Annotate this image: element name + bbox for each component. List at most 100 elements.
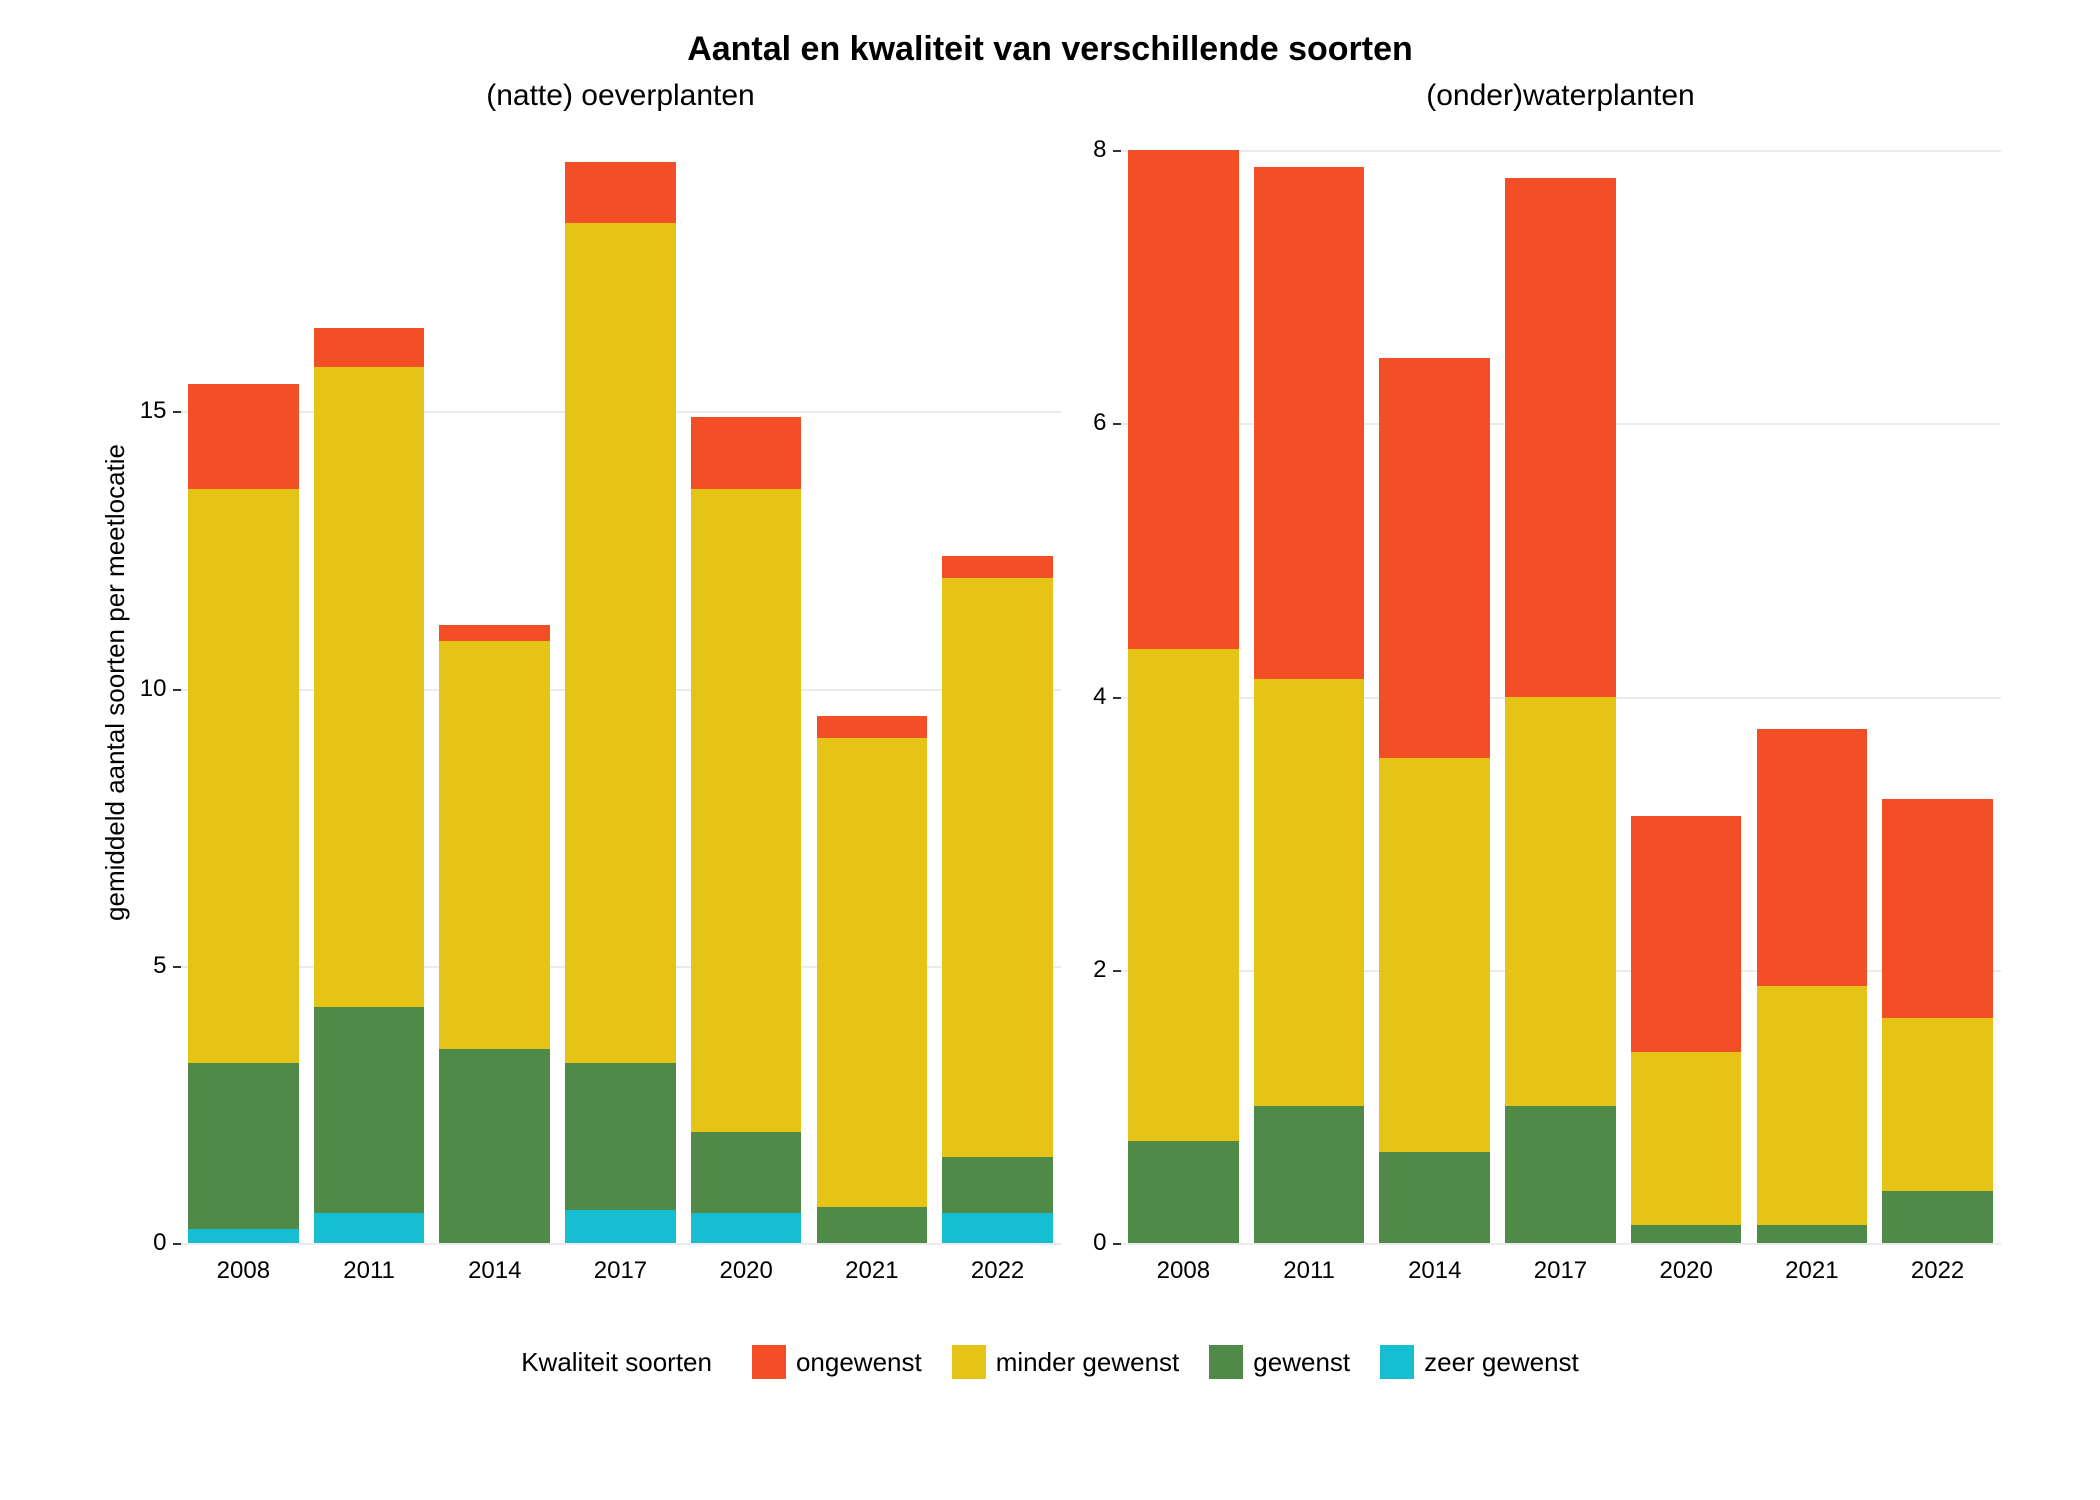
y-tick-label: 4 [1093,683,1120,711]
bar-segment-minder-gewenst [1882,1018,1993,1191]
bar-segment-gewenst [439,1049,550,1243]
bar-segment-gewenst [314,1007,425,1212]
bar-segment-ongewenst [1882,799,1993,1018]
bar-column [188,384,299,1243]
bar-column [565,162,676,1243]
legend-items: ongewenst minder gewenst gewenst zeer gewen… [752,1345,1579,1379]
x-tick-label: 2022 [1875,1257,2001,1285]
bar-segment-ongewenst [1379,358,1490,758]
x-axis: 2008201120142017202020212022 [1121,1257,2001,1285]
bar-segment-gewenst [691,1132,802,1212]
bar-segment-minder-gewenst [314,367,425,1007]
bar-segment-minder-gewenst [691,489,802,1132]
bar-column [1882,799,1993,1243]
bar-column [1254,167,1365,1243]
gridline [181,1243,1061,1245]
legend-item: minder gewenst [952,1345,1180,1379]
y-tick-label: 0 [1093,1229,1120,1257]
panel-title: (natte) oeverplanten [486,79,755,113]
bar-segment-minder-gewenst [1757,986,1868,1225]
y-tick-label: 5 [153,952,180,980]
bar-segment-zeer-gewenst [188,1229,299,1243]
bar-segment-zeer-gewenst [942,1213,1053,1243]
bars-container [1121,123,2001,1243]
x-tick-label: 2017 [558,1257,684,1285]
bar-segment-ongewenst [1254,167,1365,679]
bar-segment-ongewenst [1128,150,1239,649]
bar-segment-minder-gewenst [1379,758,1490,1151]
bar-column [1631,816,1742,1243]
x-tick-label: 2011 [306,1257,432,1285]
bar-column [1505,178,1616,1243]
bar-column [1757,729,1868,1243]
panels-row: gemiddeld aantal soorten per meetlocatie… [30,79,2070,1285]
x-axis: 2008201120142017202020212022 [181,1257,1061,1285]
panels-mount: (natte) oeverplanten05101520082011201420… [181,79,2001,1285]
bar-segment-gewenst [1379,1152,1490,1244]
x-tick-label: 2014 [1372,1257,1498,1285]
legend-item: ongewenst [752,1345,922,1379]
legend-swatch [952,1345,986,1379]
bar-segment-ongewenst [314,328,425,367]
bar-segment-ongewenst [1757,729,1868,986]
bar-segment-gewenst [942,1157,1053,1212]
chart-panel: (onder)waterplanten024682008201120142017… [1121,79,2001,1285]
legend-title: Kwaliteit soorten [521,1347,712,1378]
bar-segment-zeer-gewenst [314,1213,425,1243]
bar-segment-gewenst [817,1207,928,1243]
bar-segment-gewenst [1128,1141,1239,1243]
bar-segment-minder-gewenst [188,489,299,1063]
chart-panel: (natte) oeverplanten05101520082011201420… [181,79,1061,1285]
bar-segment-minder-gewenst [1505,697,1616,1107]
bar-segment-ongewenst [1631,816,1742,1052]
bar-segment-ongewenst [439,625,550,642]
plot-area: 02468 [1121,123,2001,1243]
y-tick-label: 15 [140,397,181,425]
legend-label: minder gewenst [996,1347,1180,1378]
x-tick-label: 2008 [181,1257,307,1285]
bar-column [817,716,928,1243]
plot-area: 051015 [181,123,1061,1243]
x-tick-label: 2011 [1246,1257,1372,1285]
legend-label: gewenst [1253,1347,1350,1378]
legend-swatch [1380,1345,1414,1379]
bar-column [1379,358,1490,1243]
legend-label: zeer gewenst [1424,1347,1579,1378]
bar-segment-ongewenst [188,384,299,489]
bar-segment-minder-gewenst [1254,679,1365,1107]
main-title: Aantal en kwaliteit van verschillende so… [30,30,2070,69]
y-tick-label: 0 [153,1229,180,1257]
y-axis-title: gemiddeld aantal soorten per meetlocatie [100,444,131,921]
bar-column [1128,150,1239,1243]
x-tick-label: 2021 [1749,1257,1875,1285]
bar-column [439,625,550,1243]
y-tick-label: 6 [1093,409,1120,437]
legend-swatch [1209,1345,1243,1379]
y-tick-label: 8 [1093,136,1120,164]
bar-segment-zeer-gewenst [565,1210,676,1243]
bar-segment-gewenst [188,1063,299,1229]
bar-segment-gewenst [1254,1106,1365,1243]
bar-segment-zeer-gewenst [691,1213,802,1243]
bar-segment-minder-gewenst [817,738,928,1207]
gridline [1121,1243,2001,1245]
bar-segment-ongewenst [691,417,802,489]
x-tick-label: 2008 [1121,1257,1247,1285]
bar-column [942,556,1053,1243]
legend-item: gewenst [1209,1345,1350,1379]
bar-column [691,417,802,1243]
plot-with-xaxis: 051015 2008201120142017202020212022 [181,123,1061,1285]
y-tick-label: 2 [1093,956,1120,984]
x-tick-label: 2022 [935,1257,1061,1285]
x-tick-label: 2014 [432,1257,558,1285]
bar-column [314,328,425,1243]
bars-container [181,123,1061,1243]
bar-segment-minder-gewenst [1631,1052,1742,1225]
bar-segment-gewenst [1757,1225,1868,1243]
bar-segment-minder-gewenst [439,641,550,1049]
x-tick-label: 2020 [1623,1257,1749,1285]
x-tick-label: 2021 [809,1257,935,1285]
bar-segment-gewenst [1505,1106,1616,1243]
bar-segment-ongewenst [1505,178,1616,697]
bar-segment-minder-gewenst [1128,649,1239,1141]
